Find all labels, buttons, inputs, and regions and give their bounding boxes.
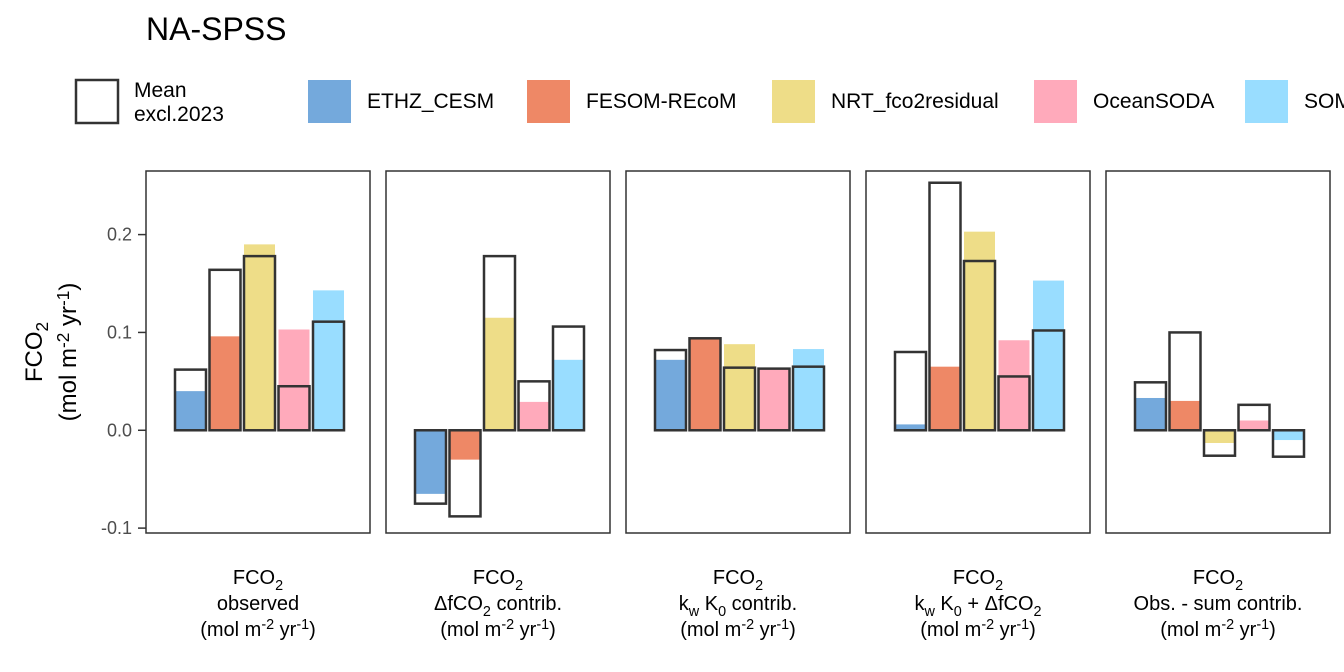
mean-outline-fesom-recom xyxy=(928,181,962,432)
panel-label: (mol m-2 yr-1) xyxy=(1160,617,1276,641)
panel-label: observed xyxy=(217,593,299,615)
panel-label: kw K0 + ΔfCO2 xyxy=(914,593,1041,620)
y-tick-label: 0.2 xyxy=(107,225,132,245)
bar-ethz_cesm xyxy=(655,359,686,431)
mean-outline-som-ffn xyxy=(551,325,586,432)
mean-outline-ethz_cesm xyxy=(893,350,928,432)
y-axis-title-line2: (mol m-2 yr-1) xyxy=(53,283,82,422)
panel-label: FCO2 xyxy=(233,567,283,594)
bar-som-ffn xyxy=(1273,430,1304,441)
panel-label: (mol m-2 yr-1) xyxy=(680,617,796,641)
panel-border xyxy=(145,170,371,534)
mean-outline-oceansoda xyxy=(1237,403,1271,432)
mean-outline-oceansoda xyxy=(997,375,1031,432)
mean-outline-fesom-recom xyxy=(208,268,242,432)
mean-outline-som-ffn xyxy=(791,365,826,432)
bar-fesom-recom xyxy=(1169,400,1201,431)
legend-key-ethz_cesm xyxy=(308,80,351,123)
panel-label: FCO2 xyxy=(953,567,1003,594)
bar-oceansoda xyxy=(1238,420,1270,431)
bar-som-ffn xyxy=(793,349,824,431)
bar-nrt_fco2residual xyxy=(724,344,755,431)
panel-label: Obs. - sum contrib. xyxy=(1134,593,1303,615)
bar-nrt_fco2residual xyxy=(484,317,515,431)
bar-nrt_fco2residual xyxy=(1204,430,1235,443)
bar-oceansoda xyxy=(518,401,550,431)
mean-outline-oceansoda xyxy=(757,367,791,432)
panel-border xyxy=(385,170,611,534)
y-tick-label: 0.0 xyxy=(107,420,132,440)
bar-ethz_cesm xyxy=(895,424,926,431)
bar-nrt_fco2residual xyxy=(964,231,995,431)
panel-border xyxy=(865,170,1091,534)
bar-som-ffn xyxy=(1033,280,1064,431)
mean-outline-ethz_cesm xyxy=(1133,381,1168,432)
panel-label: (mol m-2 yr-1) xyxy=(200,617,316,641)
legend-label-oceansoda: OceanSODA xyxy=(1093,90,1214,113)
mean-outline-ethz_cesm xyxy=(173,368,208,432)
panel-border xyxy=(625,170,851,534)
y-tick-label: 0.1 xyxy=(107,322,132,342)
panel-border xyxy=(1105,170,1331,534)
legend-key-oceansoda xyxy=(1034,80,1077,123)
legend-key-mean xyxy=(74,78,120,125)
chart-title: NA-SPSS xyxy=(146,11,286,47)
bar-ethz_cesm xyxy=(1135,397,1166,431)
bar-som-ffn xyxy=(313,290,344,431)
bar-ethz_cesm xyxy=(415,430,446,494)
bar-nrt_fco2residual xyxy=(244,244,275,431)
y-axis: -0.1 0.0 0.1 0.2 FCO2(mol m-2 yr-1) xyxy=(21,225,146,538)
mean-outline-nrt_fco2residual xyxy=(962,259,997,432)
legend-label-fesom-recom: FESOM-REcoM xyxy=(586,90,737,113)
legend-label-som-ffn: SOM-FFN xyxy=(1304,90,1344,113)
legend-key-som-ffn xyxy=(1245,80,1288,123)
mean-outline-oceansoda xyxy=(517,380,551,432)
legend-label-mean: Mean xyxy=(134,79,187,102)
mean-outline-nrt_fco2residual xyxy=(722,366,757,432)
bar-ethz_cesm xyxy=(175,391,206,431)
mean-outline-som-ffn xyxy=(311,320,346,432)
mean-outline-fesom-recom xyxy=(1168,331,1202,432)
mean-outline-ethz_cesm xyxy=(413,429,448,505)
bar-oceansoda xyxy=(758,368,790,431)
mean-outline-ethz_cesm xyxy=(653,348,688,432)
legend-label-nrt_fco2residual: NRT_fco2residual xyxy=(831,90,999,113)
mean-outline-fesom-recom xyxy=(688,337,722,432)
mean-outline-nrt_fco2residual xyxy=(1202,429,1237,457)
y-axis-title-line1: FCO2 xyxy=(21,322,52,382)
mean-outline-oceansoda xyxy=(277,384,311,432)
bar-fesom-recom xyxy=(689,338,721,431)
bar-fesom-recom xyxy=(209,336,241,431)
bar-oceansoda xyxy=(998,340,1030,431)
panel-label: (mol m-2 yr-1) xyxy=(440,617,556,641)
mean-outline-som-ffn xyxy=(1031,329,1066,432)
panel-label: FCO2 xyxy=(713,567,763,594)
mean-outline-som-ffn xyxy=(1271,429,1306,458)
panel-label: FCO2 xyxy=(1193,567,1243,594)
panel-label: kw K0 contrib. xyxy=(679,593,797,620)
panel-label: (mol m-2 yr-1) xyxy=(920,617,1036,641)
bar-fesom-recom xyxy=(449,430,481,460)
bar-som-ffn xyxy=(553,359,584,431)
legend-label-mean: excl.2023 xyxy=(134,103,224,126)
legend-label-ethz_cesm: ETHZ_CESM xyxy=(367,90,494,113)
mean-outline-nrt_fco2residual xyxy=(242,254,277,432)
panel-label: ΔfCO2 contrib. xyxy=(434,593,562,620)
y-tick-label: -0.1 xyxy=(101,518,132,538)
bar-fesom-recom xyxy=(929,366,961,431)
mean-outline-fesom-recom xyxy=(448,429,482,518)
bar-oceansoda xyxy=(278,329,310,431)
legend-key-nrt_fco2residual xyxy=(772,80,815,123)
mean-outline-nrt_fco2residual xyxy=(482,254,517,432)
legend-key-fesom-recom xyxy=(527,80,570,123)
panel-label: FCO2 xyxy=(473,567,523,594)
